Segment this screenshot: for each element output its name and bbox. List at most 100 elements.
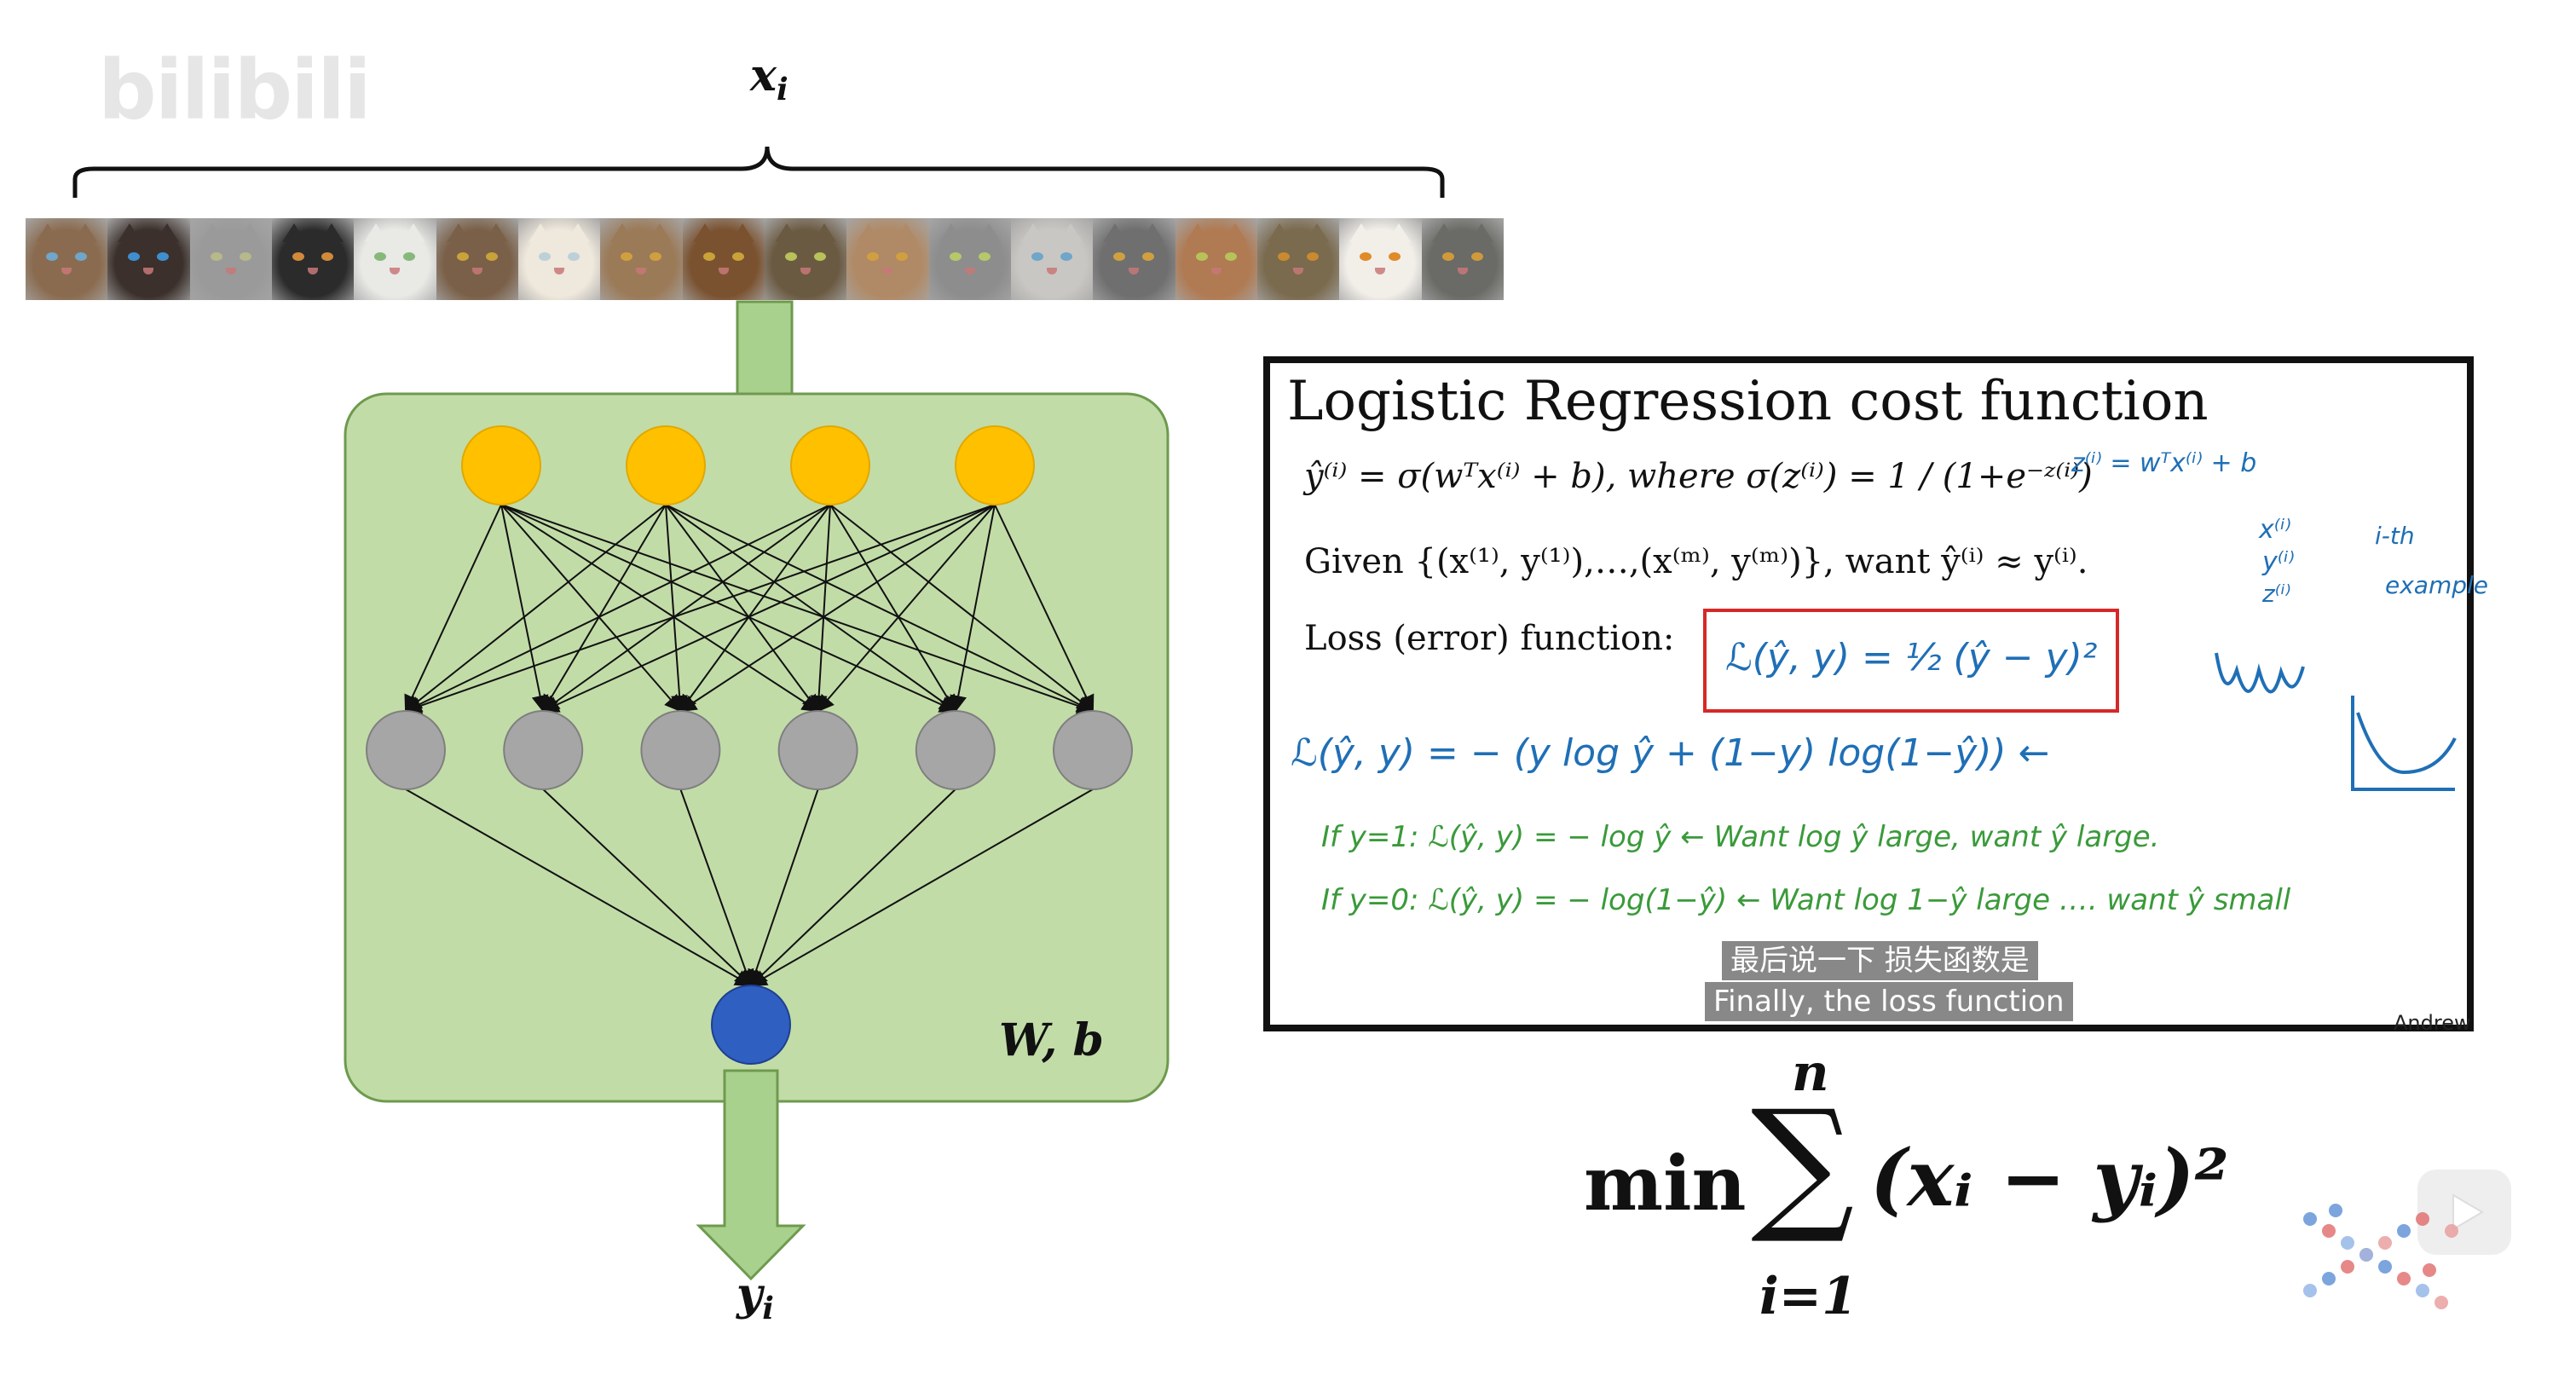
logo-dot: [2303, 1284, 2317, 1297]
input-brace: [72, 146, 1445, 198]
cat-ear: [36, 223, 60, 242]
network-edge: [542, 789, 753, 987]
cat-ear: [1222, 223, 1247, 242]
input-node: [955, 425, 1035, 505]
cat-ear: [939, 223, 963, 242]
cat-image: [436, 218, 518, 300]
hidden-node: [503, 710, 584, 790]
cat-ear: [565, 223, 590, 242]
cat-ear: [199, 223, 224, 242]
dot-logo: [2303, 1204, 2458, 1309]
cat-eye: [75, 252, 87, 261]
cat-eye: [538, 252, 551, 261]
lecture-slide: Logistic Regression cost function ŷ⁽ⁱ⁾ =…: [1263, 356, 2488, 1035]
cat-eye: [1195, 252, 1208, 261]
cat-eye: [867, 252, 880, 261]
cat-eye: [1306, 252, 1319, 261]
subtitle-chinese: 最后说一下 损失函数是: [1722, 941, 2038, 980]
cat-nose: [636, 268, 647, 274]
hand-sketches: [2215, 652, 2457, 791]
cat-eye: [210, 252, 222, 261]
cat-ear: [118, 223, 142, 242]
subtitle-english: Finally, the loss function: [1705, 982, 2073, 1021]
output-arrow: [696, 1069, 806, 1281]
network-edge: [500, 504, 820, 713]
network-edge: [500, 504, 682, 713]
cat-image: [846, 218, 929, 300]
cat-ear: [811, 223, 836, 242]
network-edge: [829, 504, 956, 713]
network-edge: [500, 504, 549, 713]
logo-dot: [2445, 1224, 2458, 1238]
hidden-node: [640, 710, 721, 790]
network-edge: [500, 504, 1095, 714]
slide-line-loss-label: Loss (error) function:: [1304, 619, 1675, 658]
cat-nose: [225, 268, 236, 274]
play-button[interactable]: [2417, 1170, 2511, 1255]
cat-eye: [702, 252, 715, 261]
network-edge: [994, 504, 1095, 713]
logo-dot: [2416, 1284, 2429, 1297]
logo-dot: [2322, 1272, 2336, 1285]
cat-image: [271, 218, 355, 300]
cat-eye: [567, 252, 580, 261]
output-node: [711, 985, 791, 1065]
cat-ear: [319, 223, 344, 242]
formula-body: (xᵢ − yᵢ)²: [1870, 1132, 2229, 1224]
network-edge: [405, 789, 753, 986]
cat-ear: [281, 223, 306, 242]
cat-ear: [364, 223, 389, 242]
cat-nose: [143, 268, 154, 274]
input-label-main: x: [750, 49, 777, 101]
handwritten-loss: ℒ(ŷ, y) = − (y log ŷ + (1−y) log(1−ŷ)) ←: [1291, 731, 2050, 775]
cat-eye: [621, 252, 633, 261]
logo-dot: [2416, 1212, 2429, 1226]
network-edge: [404, 504, 831, 713]
cat-eye: [1360, 252, 1372, 261]
cat-image: [1339, 218, 1422, 300]
cat-ear: [73, 223, 97, 242]
network-edge: [541, 504, 831, 713]
logo-dot: [2434, 1296, 2448, 1309]
cat-image: [1175, 218, 1257, 300]
cat-image: [928, 218, 1011, 300]
cat-nose: [882, 268, 893, 274]
cat-nose: [390, 268, 401, 274]
cat-ear: [730, 223, 754, 242]
cat-ear: [648, 223, 673, 242]
handwritten-if-y1: If y=1: ℒ(ŷ, y) = − log ŷ ← Want log ŷ l…: [1321, 820, 2160, 854]
cat-eye: [485, 252, 498, 261]
cat-nose: [471, 268, 482, 274]
cat-eye: [128, 252, 141, 261]
logo-dot: [2359, 1248, 2373, 1262]
hidden-node: [915, 710, 996, 790]
cat-image: [1093, 218, 1175, 300]
logo-dot: [2397, 1224, 2411, 1238]
cat-ear: [610, 223, 635, 242]
cat-eye: [239, 252, 251, 261]
formula-sigma: ∑: [1751, 1079, 1855, 1248]
cat-eye: [1060, 252, 1072, 261]
cat-eye: [1277, 252, 1290, 261]
cat-image: [600, 218, 683, 300]
cat-ear: [774, 223, 799, 242]
cat-eye: [731, 252, 744, 261]
cat-ear: [1267, 223, 1291, 242]
cat-image: [517, 218, 601, 300]
cat-nose: [1129, 268, 1140, 274]
logo-dot: [2329, 1204, 2342, 1217]
network-edge: [404, 504, 502, 713]
note-z-definition: z⁽ⁱ⁾ = wᵀx⁽ⁱ⁾ + b: [2071, 448, 2257, 478]
note-ith: i-th: [2375, 522, 2415, 550]
cat-eye: [456, 252, 469, 261]
network-edge: [810, 504, 831, 713]
loss-box: ℒ(ŷ, y) = ½ (ŷ − y)²: [1703, 609, 2119, 713]
neural-network-diagram: [344, 300, 1170, 1281]
cat-nose: [964, 268, 975, 274]
cat-ear: [1387, 223, 1412, 242]
cat-image: [26, 218, 108, 300]
hidden-node: [366, 710, 446, 790]
cat-nose: [553, 268, 564, 274]
cat-eye: [784, 252, 797, 261]
cat-nose: [1375, 268, 1386, 274]
